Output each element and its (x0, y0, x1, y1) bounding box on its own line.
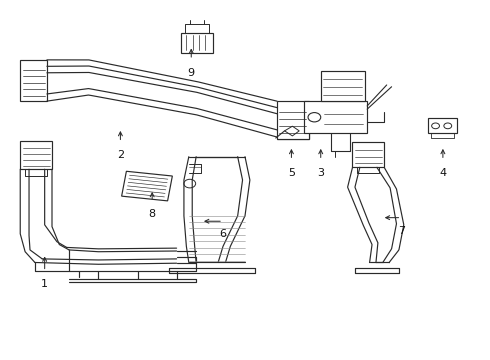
Polygon shape (20, 60, 47, 101)
Text: 3: 3 (317, 168, 324, 178)
Polygon shape (304, 101, 367, 134)
Text: 2: 2 (117, 150, 124, 160)
Polygon shape (352, 142, 384, 167)
Text: 1: 1 (41, 279, 48, 289)
Text: 7: 7 (398, 226, 405, 235)
Polygon shape (277, 101, 309, 139)
Polygon shape (321, 71, 365, 101)
Text: 8: 8 (148, 210, 156, 219)
Polygon shape (181, 33, 213, 53)
Text: 6: 6 (220, 229, 226, 239)
Bar (122, 171, 172, 201)
Text: 9: 9 (188, 68, 195, 78)
Polygon shape (285, 126, 299, 136)
Text: 4: 4 (440, 168, 446, 178)
Polygon shape (277, 101, 309, 139)
Polygon shape (428, 118, 457, 134)
Text: 5: 5 (288, 168, 295, 178)
Polygon shape (20, 140, 52, 169)
